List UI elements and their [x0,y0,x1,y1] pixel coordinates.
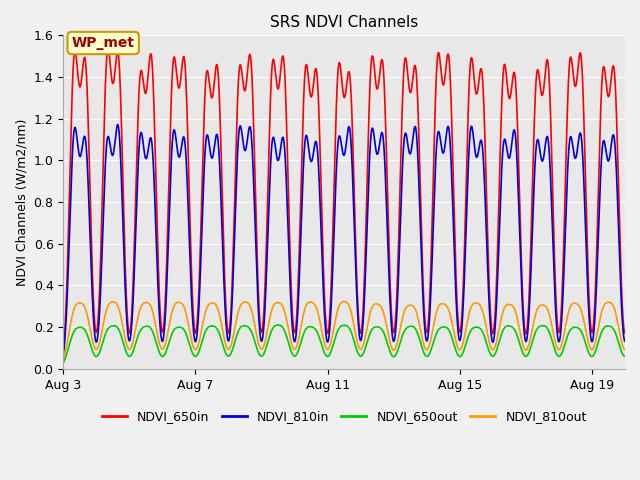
Y-axis label: NDVI Channels (W/m2/nm): NDVI Channels (W/m2/nm) [15,119,28,286]
Title: SRS NDVI Channels: SRS NDVI Channels [270,15,419,30]
Text: WP_met: WP_met [72,36,134,50]
Legend: NDVI_650in, NDVI_810in, NDVI_650out, NDVI_810out: NDVI_650in, NDVI_810in, NDVI_650out, NDV… [97,405,591,428]
